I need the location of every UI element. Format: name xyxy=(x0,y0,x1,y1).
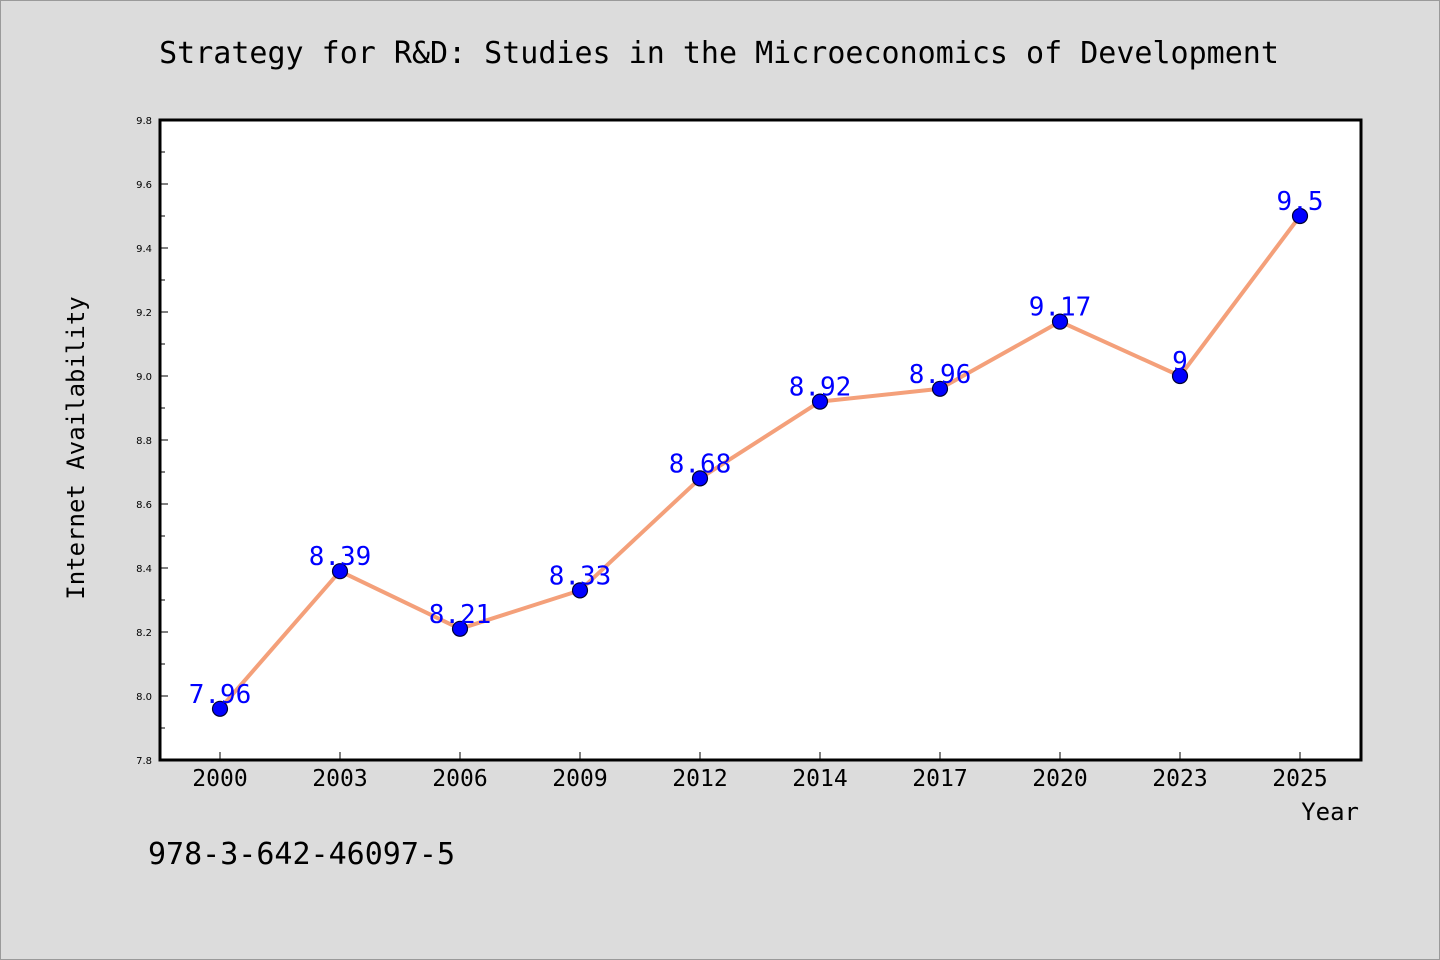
data-point xyxy=(211,700,229,717)
x-tick-label: 2000 xyxy=(192,766,247,792)
y-tick-label: 9.4 xyxy=(136,244,152,255)
y-tick-label: 8.0 xyxy=(136,692,152,703)
y-tick-label: 9.0 xyxy=(136,372,152,383)
x-tick-label: 2014 xyxy=(792,766,847,792)
y-tick-label: 8.8 xyxy=(136,436,152,447)
data-point xyxy=(931,380,949,397)
data-label: 8.21 xyxy=(429,600,492,630)
y-tick-label: 8.2 xyxy=(136,628,152,639)
x-tick-label: 2012 xyxy=(672,766,727,792)
data-label: 8.68 xyxy=(669,449,732,479)
series-markers xyxy=(211,207,1309,717)
y-tick-label: 7.8 xyxy=(136,756,152,767)
data-point xyxy=(451,620,469,637)
data-label: 8.39 xyxy=(309,542,372,572)
data-point xyxy=(331,563,349,580)
x-tick-label: 2023 xyxy=(1152,766,1207,792)
data-label: 8.92 xyxy=(789,373,852,403)
y-tick-label: 9.2 xyxy=(136,308,152,319)
data-label: 8.33 xyxy=(549,561,612,591)
y-tick-label: 9.8 xyxy=(136,116,152,127)
x-axis-label: Year xyxy=(1301,798,1359,826)
x-tick-label: 2006 xyxy=(432,766,487,792)
data-point xyxy=(1171,367,1189,385)
data-point xyxy=(691,470,709,487)
data-labels: 7.96 8.39 8.21 8.33 8.68 8.92 8.96 9.17 9 9.5 xyxy=(189,187,1324,710)
x-tick-label: 2020 xyxy=(1032,766,1087,792)
x-tick-label: 2017 xyxy=(912,766,967,792)
data-point xyxy=(571,582,589,599)
chart-title: Strategy for R&D: Studies in the Microec… xyxy=(159,36,1279,71)
x-axis-ticks: 2000 2003 2006 2009 2012 2014 2017 2020 2023 2025 xyxy=(192,752,1328,792)
y-tick-label: 8.4 xyxy=(136,564,152,575)
data-point xyxy=(811,393,829,410)
y-axis-label: Internet Availability xyxy=(62,296,90,599)
x-tick-label: 2009 xyxy=(552,766,607,792)
x-tick-label: 2003 xyxy=(312,766,367,792)
data-label: 7.96 xyxy=(189,680,252,710)
series-line xyxy=(218,214,1302,711)
y-tick-label: 8.6 xyxy=(136,500,152,511)
y-axis-ticks: 7.8 8.0 8.2 8.4 8.6 8.8 9.0 9.2 9.4 9.6 9.8 xyxy=(136,116,168,767)
x-tick-label: 2025 xyxy=(1272,766,1327,792)
data-label: 9.5 xyxy=(1277,187,1324,217)
data-label: 8.96 xyxy=(909,360,972,390)
data-label: 9.17 xyxy=(1029,293,1092,323)
data-label: 9 xyxy=(1172,347,1188,377)
data-point xyxy=(1051,313,1069,330)
isbn-text: 978-3-642-46097-5 xyxy=(148,837,455,872)
y-tick-label: 9.6 xyxy=(136,180,152,191)
data-point xyxy=(1291,207,1309,225)
